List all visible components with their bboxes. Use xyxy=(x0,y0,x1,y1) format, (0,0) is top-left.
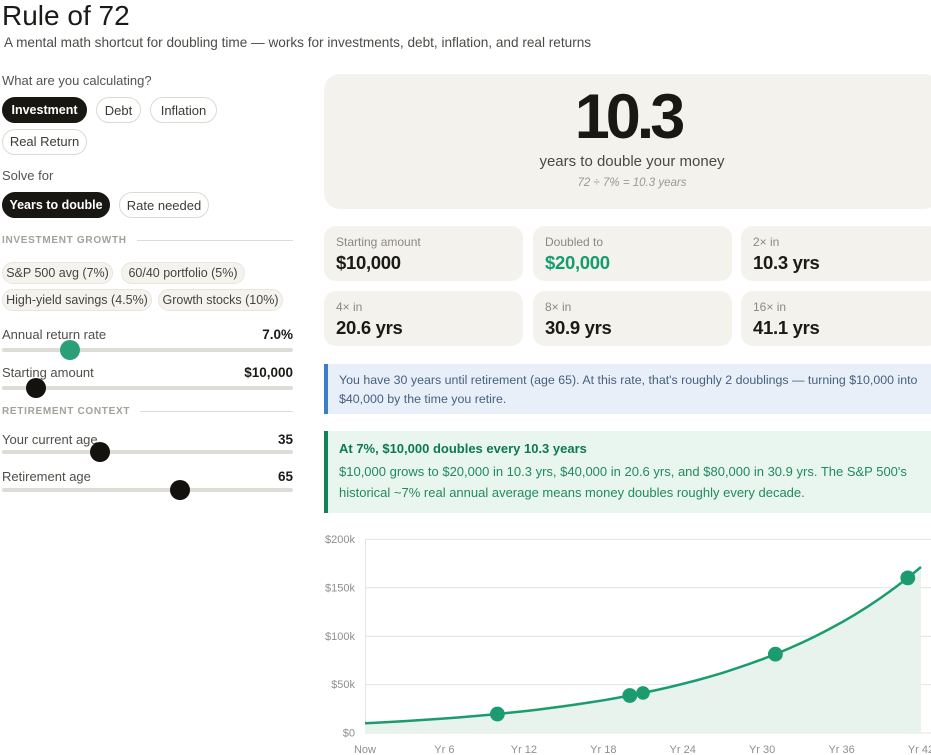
svg-text:$150k: $150k xyxy=(325,582,355,594)
svg-text:Yr 6: Yr 6 xyxy=(434,744,454,755)
svg-text:$200k: $200k xyxy=(325,534,355,546)
svg-text:Yr 12: Yr 12 xyxy=(511,744,537,755)
svg-text:Yr 42: Yr 42 xyxy=(908,744,931,755)
svg-text:Now: Now xyxy=(354,744,376,755)
svg-text:$50k: $50k xyxy=(331,679,355,691)
svg-text:Yr 30: Yr 30 xyxy=(749,744,775,755)
svg-text:Yr 36: Yr 36 xyxy=(828,744,854,755)
svg-text:$100k: $100k xyxy=(325,631,355,643)
svg-text:Yr 18: Yr 18 xyxy=(590,744,616,755)
svg-text:$0: $0 xyxy=(343,728,355,740)
svg-text:Yr 24: Yr 24 xyxy=(670,744,696,755)
